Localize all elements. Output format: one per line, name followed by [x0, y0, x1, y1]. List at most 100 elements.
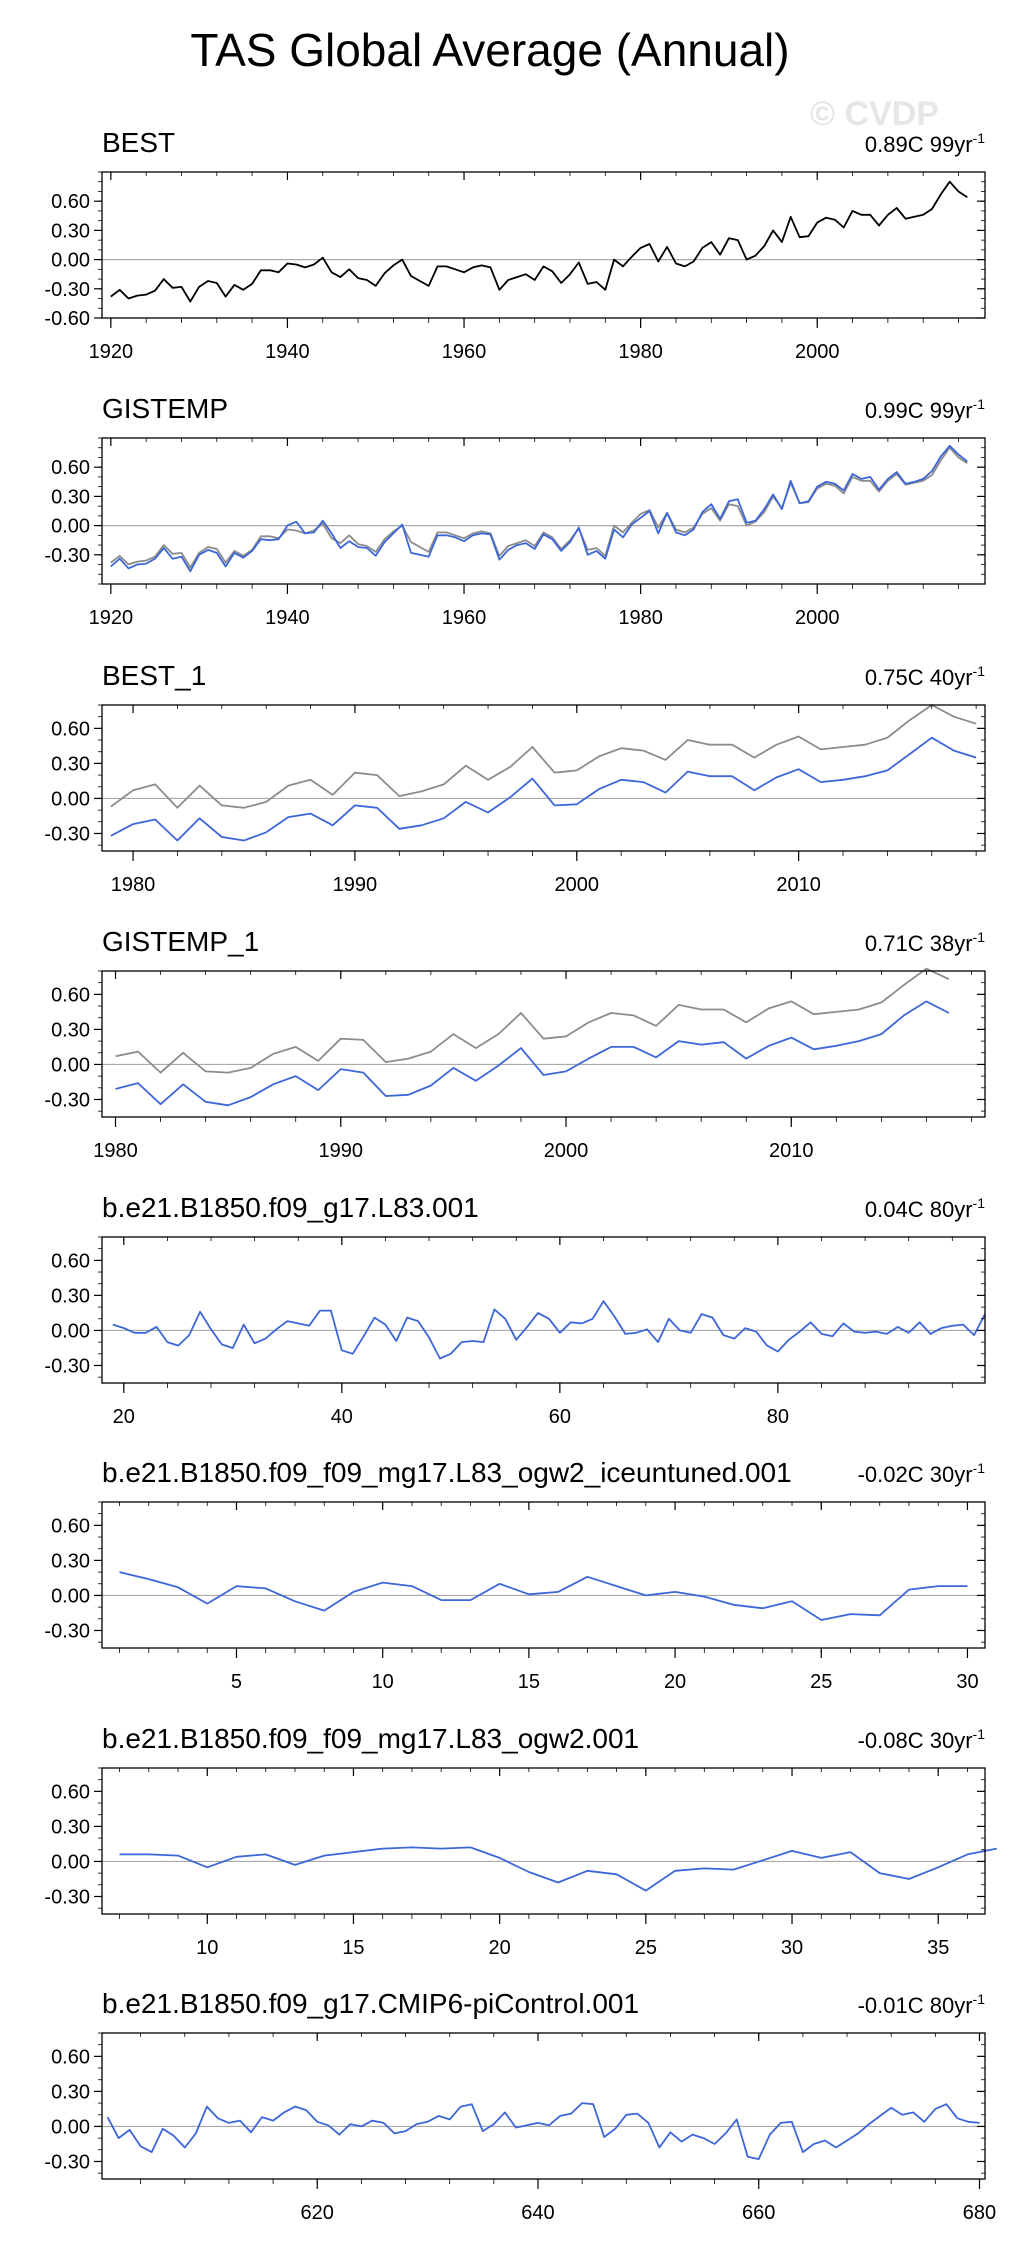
series-line	[110, 736, 977, 842]
x-tick-label: 620	[301, 2202, 334, 2224]
plot-frame	[101, 2032, 986, 2180]
x-tick-label: 60	[549, 1406, 571, 1428]
series-line	[110, 446, 968, 569]
x-tick-label: 1940	[265, 341, 310, 363]
x-tick-label: 2000	[795, 607, 840, 629]
chart-panel: b.e21.B1850.f09_f09_mg17.L83_ogw2_iceunt…	[44, 1457, 986, 1693]
trend-label: 0.04C 80yr-1	[865, 1195, 985, 1222]
y-tick-label: 0.60	[51, 718, 90, 740]
y-tick-label: 0.60	[51, 2046, 90, 2068]
x-tick-label: 15	[518, 1671, 540, 1693]
panel-title: b.e21.B1850.f09_g17.L83.001	[102, 1192, 479, 1223]
plot-frame	[101, 1767, 986, 1915]
trend-value: 0.75C 40yr	[865, 665, 973, 690]
trend-value: 0.04C 80yr	[865, 1197, 973, 1222]
trend-label: 0.99C 99yr-1	[865, 396, 985, 423]
chart-panel: GISTEMP_1 0.71C 38yr-1 0.60 0.30 0.00 -0.30 19…	[44, 926, 986, 1162]
y-tick-label: 0.30	[51, 2081, 90, 2103]
y-tick-label: 0.60	[51, 1515, 90, 1537]
x-tick-label: 2000	[795, 341, 840, 363]
plot-frame	[101, 437, 986, 585]
y-tick-label: 0.00	[51, 250, 90, 272]
x-tick-label: 2010	[776, 874, 821, 896]
plot-frame	[101, 704, 986, 852]
plot-frame	[101, 970, 986, 1118]
panels: BEST 0.89C 99yr-10.600.300.00-0.30-0.6019…	[44, 127, 997, 2224]
x-tick-label: 1980	[618, 607, 663, 629]
series-line	[119, 1571, 968, 1621]
y-tick-label: -0.30	[44, 1620, 90, 1642]
x-tick-label: 25	[635, 1937, 657, 1959]
plot-frame	[101, 1236, 986, 1384]
panel-title: b.e21.B1850.f09_f09_mg17.L83_ogw2.001	[102, 1723, 639, 1754]
panel-title: BEST	[102, 127, 175, 158]
x-tick-label: 1960	[442, 607, 487, 629]
x-tick-label: 15	[342, 1937, 364, 1959]
x-tick-label: 20	[664, 1671, 686, 1693]
panel-title: b.e21.B1850.f09_g17.CMIP6-piControl.001	[102, 1988, 639, 2019]
x-tick-label: 660	[742, 2202, 775, 2224]
x-tick-label: 1960	[442, 341, 487, 363]
x-tick-label: 1980	[618, 341, 663, 363]
watermark: © CVDP	[810, 95, 939, 133]
y-tick-label: 0.00	[51, 1320, 90, 1342]
panel-title: b.e21.B1850.f09_f09_mg17.L83_ogw2_iceunt…	[102, 1457, 792, 1488]
chart-panel: BEST_1 0.75C 40yr-1 0.60 0.30 0.00 -0.30 1980 1…	[44, 660, 986, 896]
x-tick-label: 1980	[111, 874, 156, 896]
y-tick-label: 0.00	[51, 1585, 90, 1607]
y-tick-label: 0.30	[51, 1019, 90, 1041]
x-tick-label: 35	[927, 1937, 949, 1959]
x-tick-label: 40	[331, 1406, 353, 1428]
trend-label: 0.75C 40yr-1	[865, 663, 985, 690]
series-line	[106, 2102, 980, 2161]
y-tick-label: 0.30	[51, 486, 90, 508]
x-tick-label: 20	[489, 1937, 511, 1959]
plot-frame	[101, 1501, 986, 1649]
trend-label: 0.89C 99yr-1	[865, 130, 985, 157]
y-tick-label: -0.30	[44, 1089, 90, 1111]
x-tick-label: 25	[810, 1671, 832, 1693]
trend-label: -0.01C 80yr-1	[858, 1991, 986, 2018]
trend-value: 0.89C 99yr	[865, 132, 973, 157]
trend-label: 0.71C 38yr-1	[865, 929, 985, 956]
y-tick-label: 0.00	[51, 516, 90, 538]
panel-title: BEST_1	[102, 660, 206, 691]
x-tick-label: 30	[781, 1937, 803, 1959]
chart-panel: BEST 0.89C 99yr-1 0.60 0.30 0.00 -0.30 -0.60 19…	[44, 127, 986, 363]
chart-panel: b.e21.B1850.f09_f09_mg17.L83_ogw2.001 -0.…	[44, 1723, 997, 1959]
trend-value: -0.01C 80yr	[858, 1993, 973, 2018]
trend-exponent: -1	[973, 1991, 986, 2007]
trend-exponent: -1	[973, 1726, 986, 1742]
series-line	[119, 1846, 997, 1892]
series-line	[110, 180, 968, 303]
y-tick-label: 0.00	[51, 788, 90, 810]
trend-exponent: -1	[973, 1460, 986, 1476]
series-line	[110, 444, 968, 573]
y-tick-label: 0.30	[51, 1550, 90, 1572]
chart-panel: GISTEMP 0.99C 99yr-1 0.60 0.30 0.00 -0.30 1920…	[44, 393, 986, 629]
trend-value: -0.02C 30yr	[858, 1462, 973, 1487]
panel-title: GISTEMP_1	[102, 926, 259, 957]
x-tick-label: 640	[521, 2202, 554, 2224]
x-tick-label: 10	[196, 1937, 218, 1959]
y-tick-label: 0.00	[51, 1054, 90, 1076]
y-tick-label: 0.30	[51, 220, 90, 242]
trend-exponent: -1	[973, 663, 986, 679]
y-tick-label: -0.30	[44, 2151, 90, 2173]
y-tick-label: -0.60	[44, 308, 90, 330]
x-tick-label: 30	[956, 1671, 978, 1693]
trend-value: -0.08C 30yr	[858, 1728, 973, 1753]
x-tick-label: 80	[767, 1406, 789, 1428]
y-tick-label: -0.30	[44, 545, 90, 567]
trend-value: 0.99C 99yr	[865, 398, 973, 423]
x-tick-label: 2010	[769, 1140, 814, 1162]
trend-exponent: -1	[973, 130, 986, 146]
y-tick-label: 0.60	[51, 1250, 90, 1272]
x-tick-label: 1920	[89, 607, 134, 629]
trend-exponent: -1	[973, 396, 986, 412]
y-tick-label: 0.30	[51, 1816, 90, 1838]
x-tick-label: 1920	[89, 341, 134, 363]
plot-frame	[101, 171, 986, 319]
y-tick-label: 0.30	[51, 1285, 90, 1307]
